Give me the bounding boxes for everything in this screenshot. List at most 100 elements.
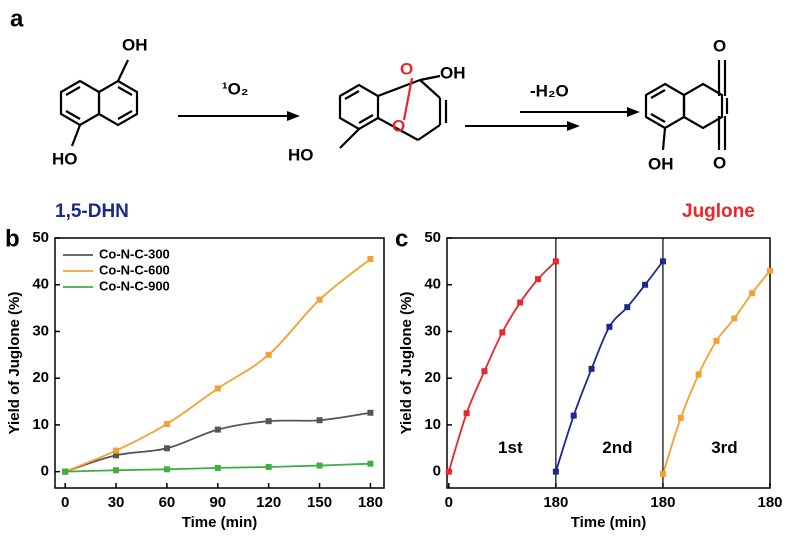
data-point [265,418,272,425]
data-point [659,470,666,477]
data-point [570,412,577,419]
data-point [316,462,323,469]
plot-frame [54,237,385,489]
data-point [552,258,559,265]
x-axis-label: Time (min) [571,514,647,531]
data-point [367,256,374,263]
legend-label: Co-N-C-900 [99,278,170,293]
data-point [214,464,221,471]
data-point [642,281,649,288]
plot-frame [446,237,771,489]
intermediate-structure [338,74,448,149]
atom-label: OH [440,63,466,82]
data-point [265,463,272,470]
atom-label: O [392,116,405,135]
atom-label: O [400,59,413,78]
x-tick-label: 180 [650,494,675,511]
y-tick-label: 0 [41,463,49,480]
atom-label: HO [288,145,314,164]
x-tick-label: 180 [358,494,383,511]
peroxide-bridge [402,77,414,121]
data-point [163,420,170,427]
atom-label: O [713,153,726,172]
arrow-head [287,111,300,121]
legend-label: Co-N-C-300 [99,246,170,261]
panel-label: a [10,5,24,32]
data-point [113,467,120,474]
reagent-label: ¹O₂ [222,79,248,98]
data-point [214,426,221,433]
data-point [517,299,524,306]
x-tick-label: 90 [209,494,226,511]
series-label: 1st [498,438,523,457]
data-point [677,414,684,421]
data-point [588,365,595,372]
x-tick-label: 0 [445,494,453,511]
data-point [659,258,666,265]
x-tick-label: 180 [543,494,568,511]
data-point [367,460,374,467]
panel-label: b [5,225,20,252]
atom-label: OH [648,154,674,173]
x-tick-label: 180 [757,494,782,511]
data-point [62,468,69,475]
data-point [163,445,170,452]
y-tick-label: 50 [32,229,49,246]
reactant-structure [59,59,139,147]
data-point [731,315,738,322]
data-point [624,304,631,311]
data-point [481,368,488,375]
y-tick-label: 40 [424,276,441,293]
data-point [767,267,773,274]
compound-name: Juglone [682,201,755,222]
product-structure [644,60,729,151]
data-point [214,385,221,392]
data-point [265,351,272,358]
panel-label: c [395,225,408,252]
y-tick-label: 20 [32,369,49,386]
y-tick-label: 20 [424,369,441,386]
data-point [316,417,323,424]
series-line [64,411,371,473]
y-tick-label: 10 [32,416,49,433]
compound-name: 1,5-DHN [55,201,129,222]
y-tick-label: 50 [424,229,441,246]
x-tick-label: 0 [61,494,69,511]
data-point [113,447,120,454]
data-point [463,410,470,417]
arrow-head [627,107,640,117]
y-axis-label: Yield of Juglone (%) [6,292,23,435]
y-tick-label: 30 [32,322,49,339]
atom-label: OH [122,35,148,54]
data-point [713,337,720,344]
y-axis-label: Yield of Juglone (%) [398,292,415,435]
x-tick-label: 120 [256,494,281,511]
x-tick-label: 150 [307,494,332,511]
y-tick-label: 10 [424,416,441,433]
data-point [749,290,756,297]
reagent-label: -H₂O [530,81,569,100]
y-tick-label: 30 [424,322,441,339]
data-point [535,276,542,283]
series-label: 3rd [711,438,737,457]
data-point [445,468,452,475]
data-point [163,466,170,473]
y-tick-label: 0 [433,463,441,480]
x-tick-label: 60 [159,494,176,511]
data-point [316,296,323,303]
atom-label: HO [52,149,78,168]
data-point [367,409,374,416]
data-point [113,452,120,459]
x-axis-label: Time (min) [182,514,258,531]
series-label: 2nd [602,438,632,457]
arrow-head [567,121,580,131]
legend-label: Co-N-C-600 [99,262,170,277]
data-point [552,468,559,475]
data-point [499,329,506,336]
data-point [606,323,613,330]
atom-label: O [713,36,726,55]
x-tick-label: 30 [108,494,125,511]
data-point [695,371,702,378]
y-tick-label: 40 [32,276,49,293]
